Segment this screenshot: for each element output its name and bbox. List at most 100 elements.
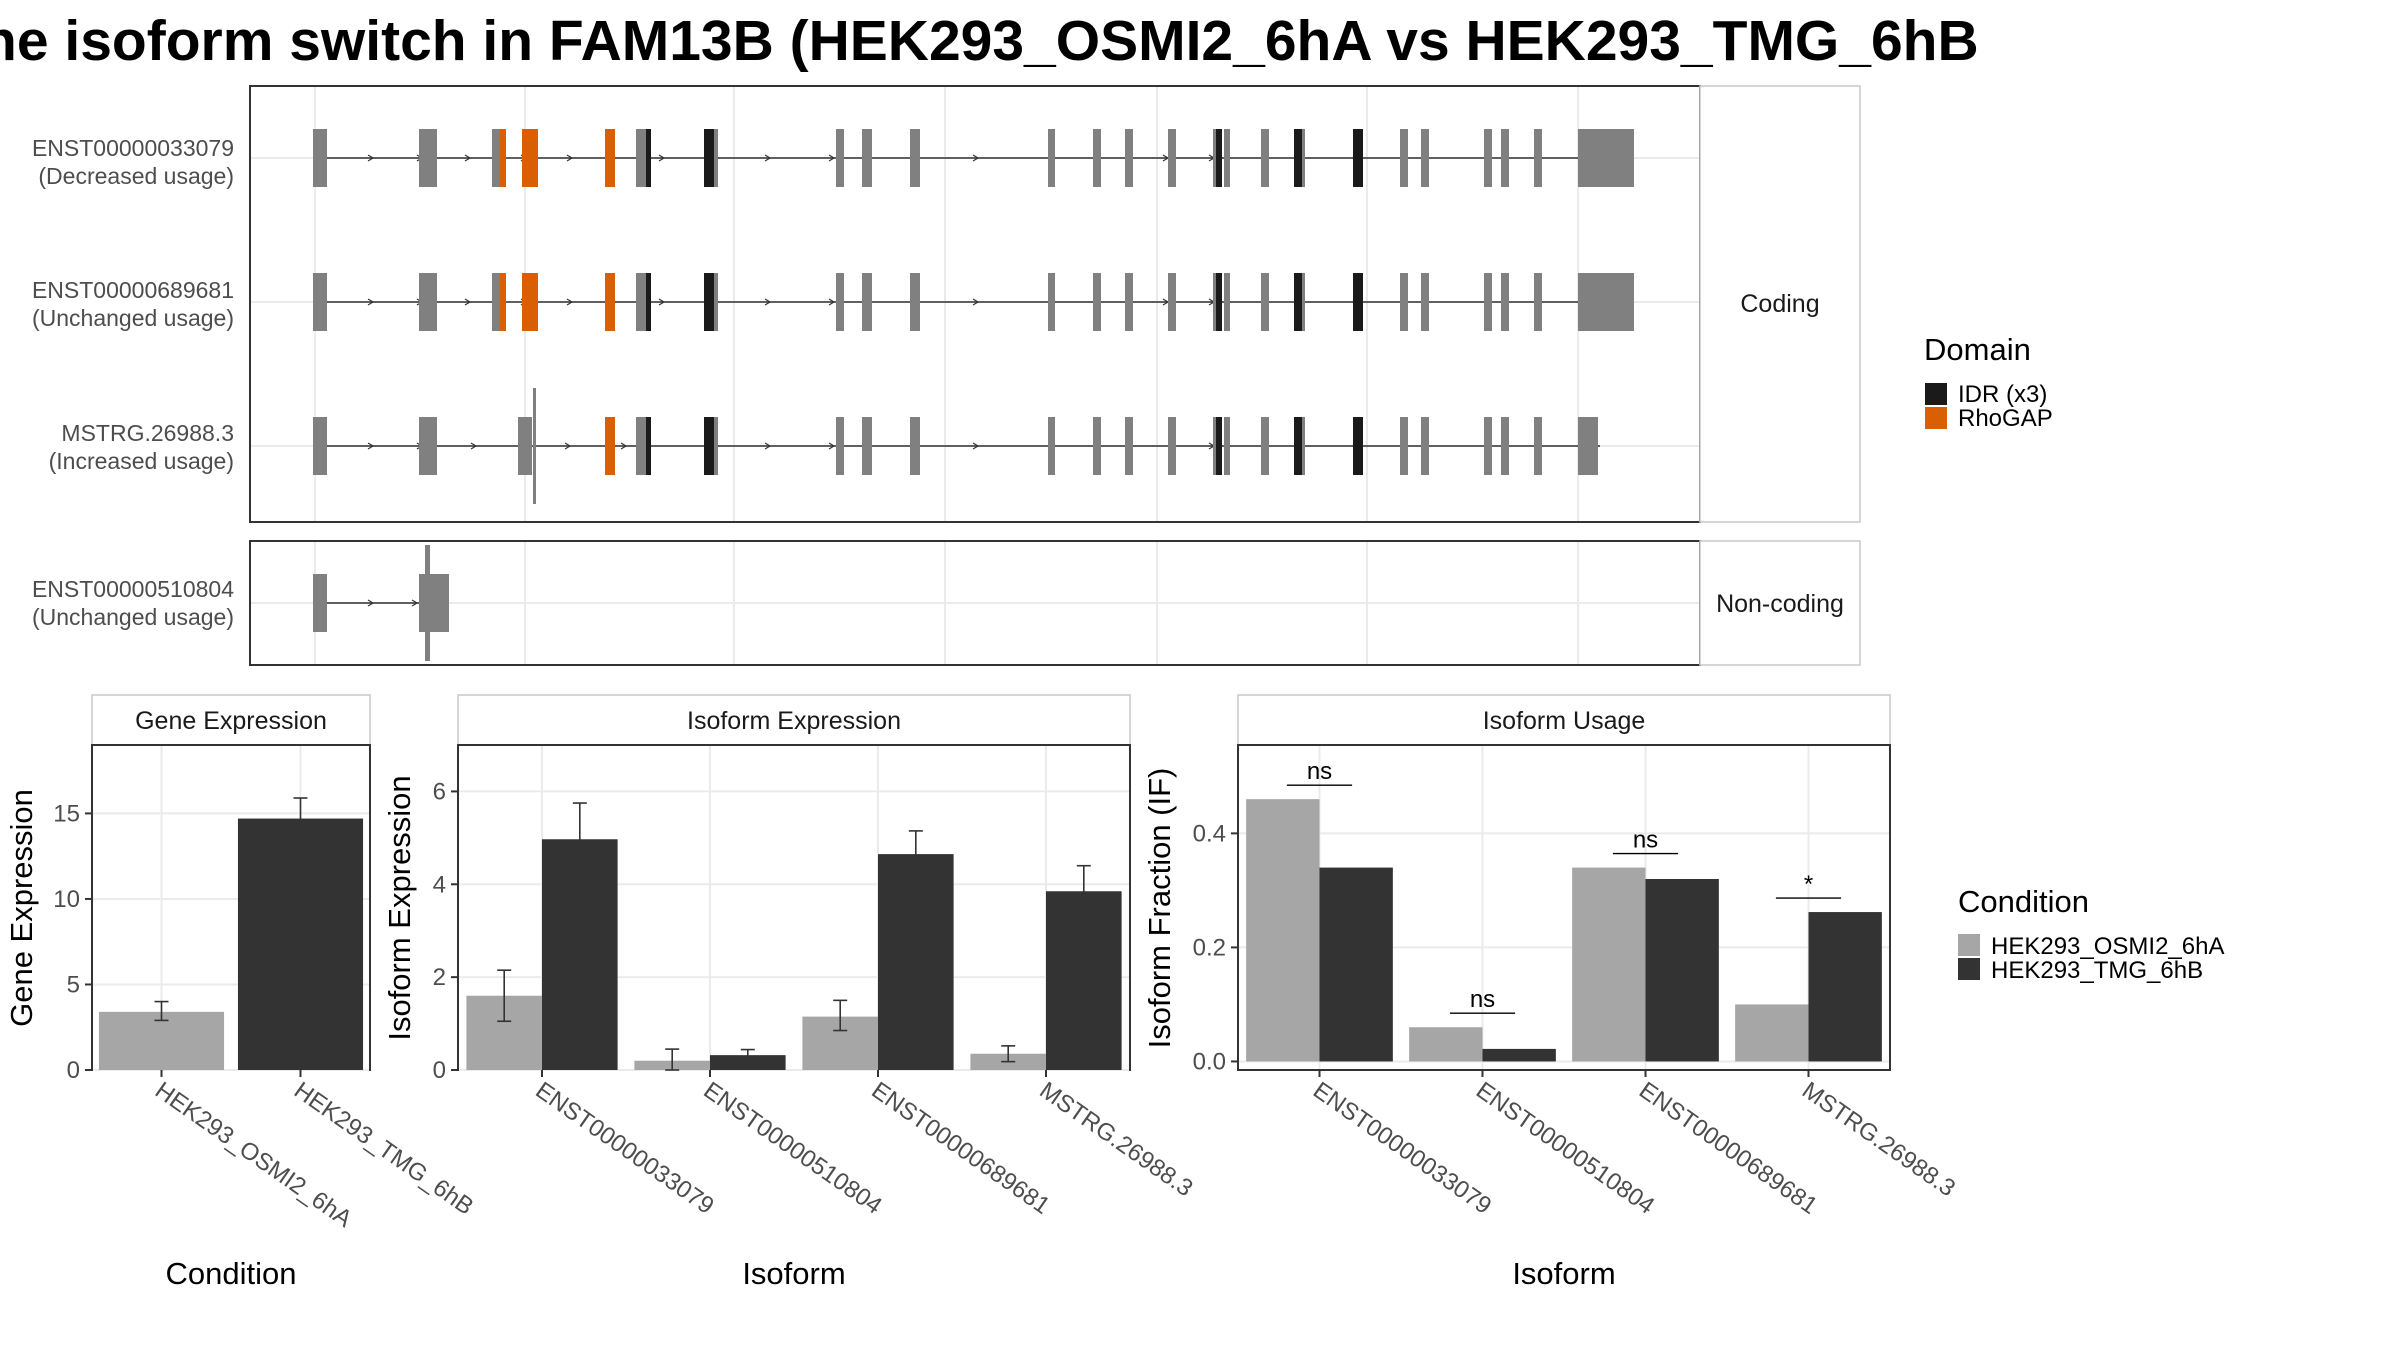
- idr-domain: [1216, 417, 1222, 475]
- error-bar: [833, 999, 848, 1032]
- legend-label-idr: IDR (x3): [1958, 381, 2047, 408]
- idr-domain: [1294, 417, 1302, 475]
- bar: [1808, 912, 1882, 1062]
- error-bar: [572, 802, 587, 874]
- transcript-id: ENST00000510804: [32, 576, 234, 602]
- transcript-id: ENST00000689681: [32, 277, 234, 303]
- exon: [1484, 417, 1492, 475]
- strip-isoform-usage: Isoform Usage: [1483, 707, 1646, 735]
- strand-arrow: [464, 298, 472, 306]
- exon: [1421, 417, 1429, 475]
- significance-annotations: ns ns ns *: [1286, 758, 1842, 1014]
- exon: [492, 273, 500, 331]
- strip-noncoding: [1699, 540, 1861, 666]
- exon: [836, 417, 844, 475]
- utr-exon: [1580, 129, 1634, 187]
- y-tick-label: 0: [67, 1057, 80, 1084]
- y-tick-label: 15: [53, 800, 80, 827]
- strand-arrow: [972, 298, 980, 306]
- transcript-tracks-coding: [313, 129, 1634, 504]
- condition-legend-title: Condition: [1958, 884, 2089, 919]
- exon: [1501, 417, 1509, 475]
- error-bar: [154, 1000, 169, 1022]
- error-bar: [665, 1048, 680, 1071]
- bar: [98, 1011, 225, 1070]
- strand-arrow: [367, 599, 375, 607]
- idr-domain: [704, 417, 714, 475]
- transcript-tracks-noncoding: [313, 545, 449, 661]
- exon: [1421, 273, 1429, 331]
- x-tick-label: ENST00000689681: [867, 1077, 1055, 1220]
- exon: [1093, 129, 1101, 187]
- exon: [419, 417, 437, 475]
- exon: [313, 273, 327, 331]
- x-tick-label: ENST00000510804: [1471, 1077, 1659, 1220]
- significance-label: ns: [1470, 986, 1495, 1013]
- strand-arrow: [367, 154, 375, 162]
- y-ticks: 0.0 0.2 0.4: [1193, 820, 1238, 1075]
- exon: [313, 574, 327, 632]
- exon: [714, 273, 718, 331]
- exon: [1261, 417, 1269, 475]
- exon: [1534, 129, 1542, 187]
- strand-arrow: [464, 154, 472, 162]
- bars: [1246, 799, 1882, 1062]
- bar: [1246, 799, 1320, 1062]
- strand-arrow: [764, 442, 772, 450]
- y-ticks: 0 2 4 6: [433, 778, 458, 1084]
- bar: [1046, 891, 1122, 1070]
- exon: [910, 129, 920, 187]
- structure-panel-coding: Coding: [249, 85, 1861, 523]
- exon: [1168, 273, 1175, 331]
- bar: [1735, 1004, 1809, 1062]
- exon: [1534, 417, 1542, 475]
- significance-label: *: [1804, 871, 1813, 898]
- exon: [492, 129, 500, 187]
- idr-domain: [646, 129, 651, 187]
- strand-arrow: [411, 599, 419, 607]
- utr-exon: [1580, 417, 1598, 475]
- error-bar: [1001, 1045, 1016, 1063]
- x-tick-label: ENST00000033079: [1308, 1077, 1496, 1220]
- exon: [1400, 417, 1408, 475]
- transcript-id: ENST00000033079: [32, 135, 234, 161]
- bar: [542, 839, 618, 1070]
- y-tick-label: 0: [433, 1057, 446, 1084]
- x-tick-label: MSTRG.26988.3: [1035, 1077, 1198, 1202]
- y-tick-label: 4: [433, 871, 446, 898]
- legend-label-rhogap: RhoGAP: [1958, 405, 2053, 432]
- exon: [862, 417, 872, 475]
- legend-key-idr: [1925, 383, 1947, 405]
- condition-legend: Condition HEK293_OSMI2_6hA HEK293_TMG_6h…: [1958, 884, 2224, 984]
- bar: [1645, 878, 1719, 1062]
- y-tick-label: 5: [67, 971, 80, 998]
- strand-arrow: [564, 442, 572, 450]
- strip-isoform-expression: Isoform Expression: [687, 707, 901, 735]
- structure-panel-noncoding: Non-coding: [249, 540, 1861, 666]
- y-tick-label: 6: [433, 778, 446, 805]
- transcript-usage: (Unchanged usage): [32, 604, 234, 630]
- legend-key-rhogap: [1925, 407, 1947, 429]
- exon: [1048, 273, 1055, 331]
- idr-domain: [1216, 273, 1222, 331]
- x-tick-label: ENST00000510804: [699, 1077, 887, 1220]
- bar: [710, 1055, 786, 1070]
- legend-label-osmi2: HEK293_OSMI2_6hA: [1991, 933, 2224, 960]
- rhogap-domain: [500, 129, 506, 187]
- exon: [1421, 129, 1429, 187]
- error-bar: [908, 830, 923, 876]
- transcript-labels: ENST00000033079 (Decreased usage) ENST00…: [32, 135, 234, 630]
- exon: [1224, 273, 1230, 331]
- significance-label: ns: [1307, 758, 1332, 785]
- y-axis-title: Isoform Expression: [382, 775, 417, 1040]
- bar: [237, 818, 364, 1070]
- x-tick-label: ENST00000033079: [531, 1077, 719, 1220]
- exon: [1048, 129, 1055, 187]
- rhogap-domain: [522, 129, 538, 187]
- y-tick-label: 0.0: [1193, 1048, 1226, 1075]
- rhogap-domain: [605, 129, 615, 187]
- idr-domain: [646, 417, 651, 475]
- exon: [910, 417, 920, 475]
- exon: [1261, 273, 1269, 331]
